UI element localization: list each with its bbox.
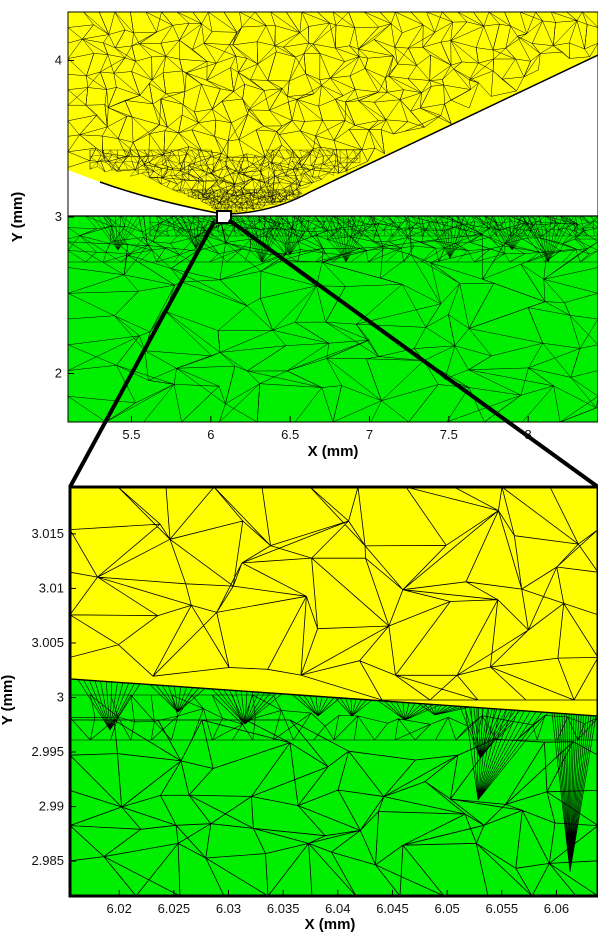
overview-y-ticks: 2 3 4 <box>55 53 74 380</box>
zoom-y-ticks: 2.985 2.99 2.995 3 3.005 3.01 3.015 <box>31 526 76 868</box>
tool-region <box>68 12 598 214</box>
zoom-x-tick-label: 6.06 <box>544 901 569 916</box>
zoom-x-tick-label: 6.035 <box>267 901 300 916</box>
zoom-x-tick-label: 6.055 <box>486 901 519 916</box>
zoom-y-tick-label: 3.015 <box>31 526 64 541</box>
overview-y-tick-label: 3 <box>55 209 62 224</box>
overview-y-tick-label: 4 <box>55 53 62 68</box>
zoom-x-tick-label: 6.02 <box>107 901 132 916</box>
zoom-y-tick-label: 3.01 <box>39 580 64 595</box>
overview-x-tick-label: 7 <box>366 427 373 442</box>
overview-panel: 234 5.566.577.58 X (mm) Y (mm) <box>9 11 598 460</box>
zoom-ylabel: Y (mm) <box>0 675 16 726</box>
overview-x-tick-label: 7.5 <box>440 427 458 442</box>
zoom-y-tick-label: 3.005 <box>31 635 64 650</box>
zoom-mesh-lines <box>70 487 598 896</box>
zoom-x-ticks: 6.02 6.025 6.03 6.035 6.04 6.045 6.05 6.055 6.06 <box>107 890 569 916</box>
overview-x-tick-label: 5.5 <box>122 427 140 442</box>
zoom-y-tick-label: 2.995 <box>31 744 64 759</box>
zoom-xlabel: X (mm) <box>305 916 356 933</box>
zoom-x-tick-label: 6.045 <box>376 901 409 916</box>
zoom-x-tick-label: 6.05 <box>434 901 459 916</box>
zoom-box-marker <box>216 210 232 224</box>
zoom-x-tick-label: 6.025 <box>158 901 191 916</box>
overview-xlabel: X (mm) <box>308 443 359 460</box>
overview-ylabel: Y (mm) <box>9 192 26 243</box>
zoom-y-tick-label: 2.99 <box>39 799 64 814</box>
workpiece-region <box>68 216 598 422</box>
zoom-x-tick-label: 6.04 <box>325 901 350 916</box>
overview-y-tick-label: 2 <box>55 365 62 380</box>
tool-mesh-lines <box>68 12 598 213</box>
zoom-tool-region <box>70 487 598 716</box>
zoom-y-tick-label: 3 <box>57 689 64 704</box>
zoom-x-tick-label: 6.03 <box>216 901 241 916</box>
overview-x-tick-label: 6.5 <box>281 427 299 442</box>
zoom-y-tick-label: 2.985 <box>31 853 64 868</box>
zoom-connector-lines <box>68 218 598 489</box>
overview-x-tick-label: 6 <box>207 427 214 442</box>
